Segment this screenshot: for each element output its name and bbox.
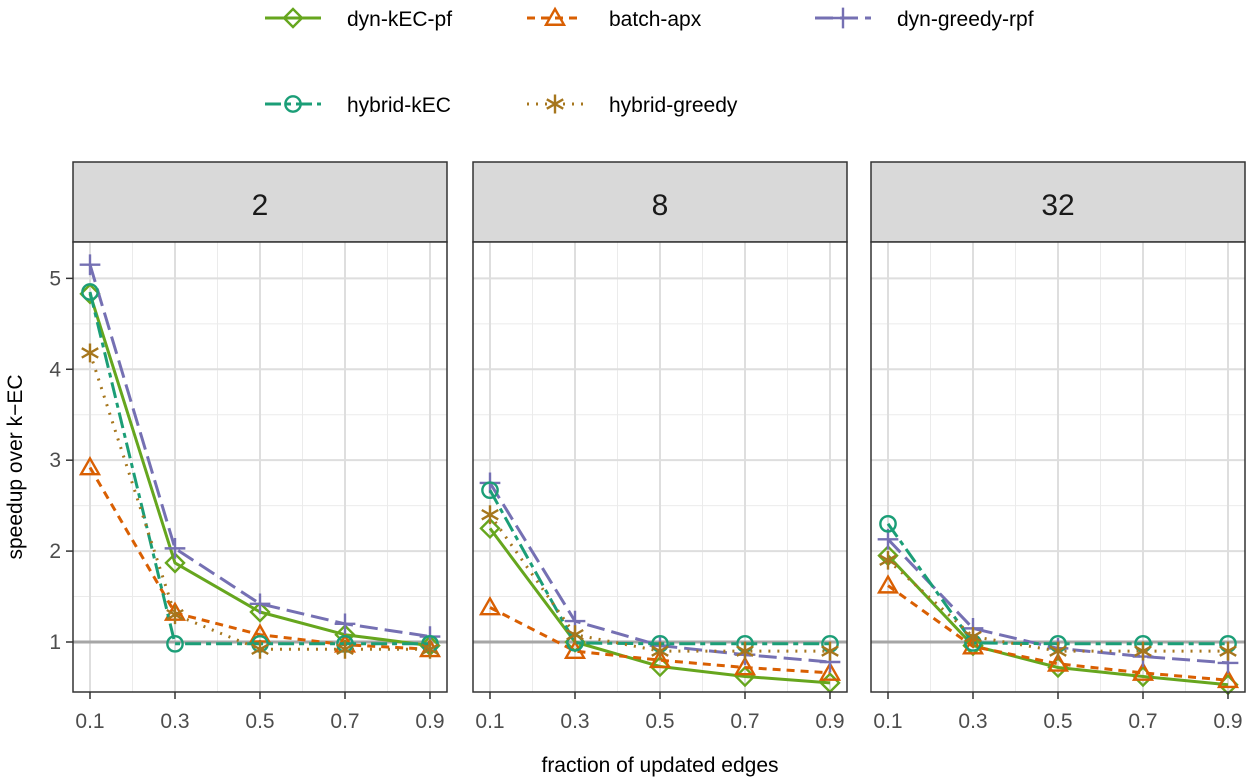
legend-label: batch-apx xyxy=(609,8,702,31)
y-tick-label: 5 xyxy=(49,267,61,290)
data-point xyxy=(166,605,184,625)
y-tick-label: 4 xyxy=(49,358,61,381)
series-hybrid-greedy xyxy=(81,343,439,659)
data-point xyxy=(478,596,502,616)
data-point xyxy=(961,635,985,655)
data-point xyxy=(481,481,499,500)
legend-marker-circle-icon xyxy=(284,95,302,113)
data-point xyxy=(876,574,900,594)
y-tick-label: 1 xyxy=(49,631,61,654)
data-point xyxy=(879,550,897,570)
x-tick-label: 0.9 xyxy=(815,710,844,733)
grid xyxy=(473,242,847,692)
legend-marker-diamond-icon xyxy=(282,7,304,29)
data-point xyxy=(733,656,757,676)
data-point xyxy=(164,538,186,559)
x-tick-label: 0.3 xyxy=(958,710,987,733)
grid xyxy=(871,242,1245,692)
legend-item: dyn-kEC-pf xyxy=(265,7,452,31)
legend-marker-asterisk-icon xyxy=(546,94,564,114)
data-point xyxy=(962,634,984,657)
y-tick-label: 3 xyxy=(49,449,61,472)
data-point xyxy=(421,639,439,659)
data-point xyxy=(81,283,99,301)
data-point xyxy=(818,661,842,681)
x-tick-label: 0.5 xyxy=(1043,710,1072,733)
data-point xyxy=(1134,641,1152,661)
data-point xyxy=(334,613,356,635)
legend-item: batch-apx xyxy=(527,6,702,31)
panel-8: 8 0.1 0.3 0.5 0.7 0.9 xyxy=(472,161,848,733)
x-tick-label: 0.5 xyxy=(645,710,674,733)
x-tick-label: 0.3 xyxy=(160,710,189,733)
data-point xyxy=(336,639,354,659)
data-point xyxy=(251,639,269,659)
data-point xyxy=(651,641,669,661)
data-point xyxy=(1049,641,1067,661)
legend-label: dyn-kEC-pf xyxy=(347,8,452,31)
legend-item: hybrid-kEC xyxy=(265,94,451,117)
facet-strip xyxy=(72,161,448,243)
data-point xyxy=(736,641,754,661)
data-point xyxy=(1216,668,1240,689)
data-point xyxy=(78,456,102,476)
data-point xyxy=(821,641,839,661)
x-tick-label: 0.7 xyxy=(330,710,359,733)
data-point xyxy=(1046,652,1070,672)
data-point xyxy=(164,552,186,574)
x-tick-label: 0.1 xyxy=(873,710,902,733)
series-line xyxy=(886,554,1229,687)
series-line xyxy=(489,606,831,675)
legend-marker-plus-icon xyxy=(832,7,854,29)
data-point xyxy=(964,627,982,646)
legend-item: dyn-greedy-rpf xyxy=(815,7,1034,31)
legend-label: dyn-greedy-rpf xyxy=(897,8,1034,31)
legend-label: hybrid-kEC xyxy=(347,94,451,117)
x-axis-title: fraction of updated edges xyxy=(541,754,778,777)
series-hybrid-greedy xyxy=(879,550,1237,661)
legend-item: hybrid-greedy xyxy=(527,94,738,117)
data-point xyxy=(79,283,101,305)
legend-label: hybrid-greedy xyxy=(609,94,738,117)
series-hybrid-greedy xyxy=(481,505,839,661)
x-tick-label: 0.9 xyxy=(415,710,444,733)
legend-marker-triangle-icon xyxy=(543,6,567,26)
data-point xyxy=(79,254,101,276)
facet-strip xyxy=(870,161,1246,243)
x-tick-label: 0.9 xyxy=(1213,710,1242,733)
legend: dyn-kEC-pf batch-apx dyn-greedy-rpf hybrid-… xyxy=(265,6,1034,117)
facet-title: 32 xyxy=(1041,189,1074,222)
data-point xyxy=(81,343,99,363)
data-point xyxy=(566,625,584,645)
facet-title: 8 xyxy=(652,189,669,222)
data-point xyxy=(1219,641,1237,661)
data-point xyxy=(879,514,897,533)
x-tick-label: 0.3 xyxy=(560,710,589,733)
series-line xyxy=(88,466,431,651)
x-tick-label: 0.7 xyxy=(730,710,759,733)
series-batch-apx xyxy=(876,574,1240,689)
x-tick-label: 0.1 xyxy=(75,710,104,733)
x-tick-label: 0.1 xyxy=(475,710,504,733)
y-tick-label: 2 xyxy=(49,540,61,563)
panel-2: 2 0.1 0.3 0.5 0.7 0.9 xyxy=(72,161,448,733)
y-axis: 1 2 3 4 5 xyxy=(49,267,73,654)
data-point xyxy=(481,505,499,525)
series-line xyxy=(88,264,431,638)
data-point xyxy=(249,593,271,615)
data-point xyxy=(166,634,184,653)
data-point xyxy=(249,601,271,623)
data-point xyxy=(479,517,501,540)
facet-title: 2 xyxy=(252,189,269,222)
panel-32: 32 0.1 0.3 0.5 0.7 0.9 xyxy=(870,161,1246,733)
x-tick-label: 0.5 xyxy=(245,710,274,733)
data-point xyxy=(648,648,672,669)
data-point xyxy=(1131,661,1155,681)
y-axis-title: speedup over k−EC xyxy=(4,374,27,559)
facet-strip xyxy=(472,161,848,243)
x-tick-label: 0.7 xyxy=(1128,710,1157,733)
